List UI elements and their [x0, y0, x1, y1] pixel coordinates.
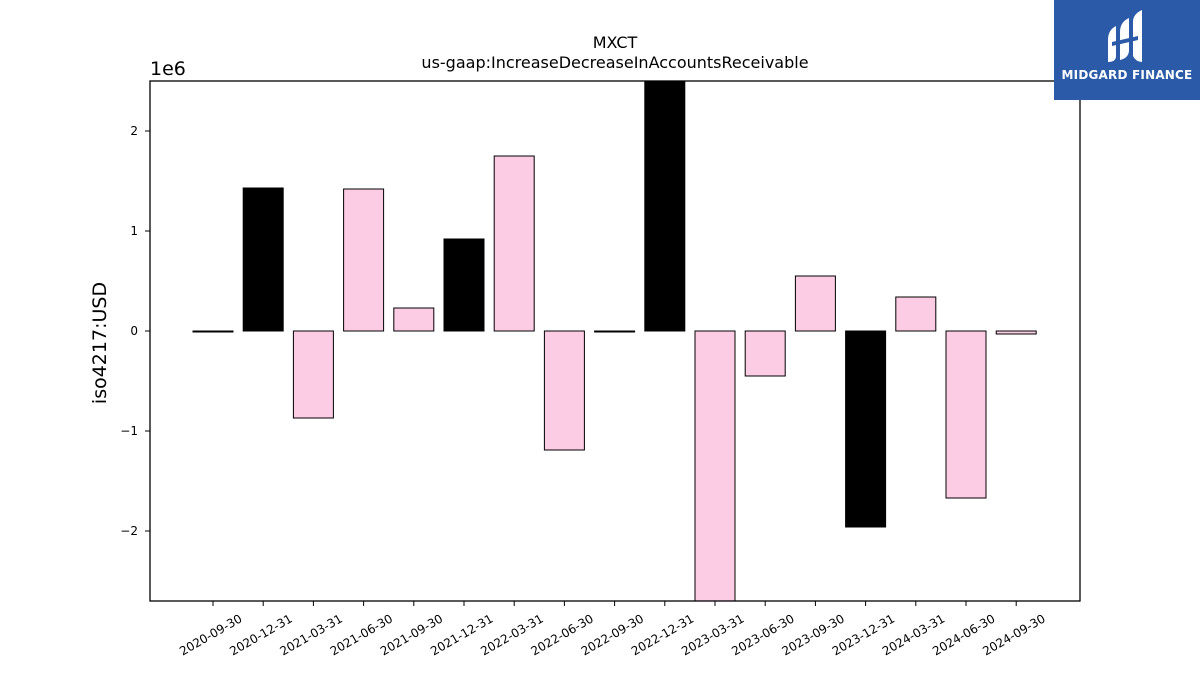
y-tick-label: 2: [130, 124, 138, 138]
plot-frame: [149, 80, 1081, 602]
bar-2022-06-30: [543, 330, 585, 451]
y-tick-label: 0: [130, 324, 138, 338]
bar-2022-03-31: [493, 155, 535, 332]
bar-2020-12-31: [242, 187, 284, 332]
chart-subtitle: us-gaap:IncreaseDecreaseInAccountsReceiv…: [421, 53, 808, 72]
y-tick-label: −2: [120, 524, 138, 538]
bar-2021-03-31: [292, 330, 334, 419]
y-tick-label: 1: [130, 224, 138, 238]
y-axis-label: iso4217:USD: [89, 282, 111, 404]
bar-2021-06-30: [343, 188, 385, 332]
bar-2023-09-30: [794, 275, 836, 332]
bar-2021-12-31: [443, 238, 485, 332]
bar-2021-09-30: [393, 307, 435, 332]
logo-text: MIDGARD FINANCE: [1061, 68, 1193, 82]
bar-2023-06-30: [744, 330, 786, 377]
bar-2024-09-30: [995, 330, 1037, 335]
bar-2024-03-31: [895, 296, 937, 332]
bar-2022-12-31: [644, 80, 686, 332]
bar-2024-06-30: [945, 330, 987, 499]
y-scale-label: 1e6: [150, 58, 186, 80]
bars-group: [192, 80, 1037, 602]
chart-title: MXCT: [593, 33, 638, 52]
y-tick-label: −1: [120, 424, 138, 438]
bar-2020-09-30: [192, 330, 234, 333]
logo-mark-icon: [1108, 10, 1142, 62]
bar-2022-09-30: [594, 330, 636, 333]
brand-logo: MIDGARD FINANCE: [1054, 0, 1200, 100]
y-ticks-group: −2 −1 0 1 2: [120, 124, 150, 538]
x-ticks-group: 2020-09-302020-12-312021-03-312021-06-30…: [177, 601, 1048, 658]
bar-2023-12-31: [845, 330, 887, 528]
bar-2023-03-31: [694, 330, 736, 602]
